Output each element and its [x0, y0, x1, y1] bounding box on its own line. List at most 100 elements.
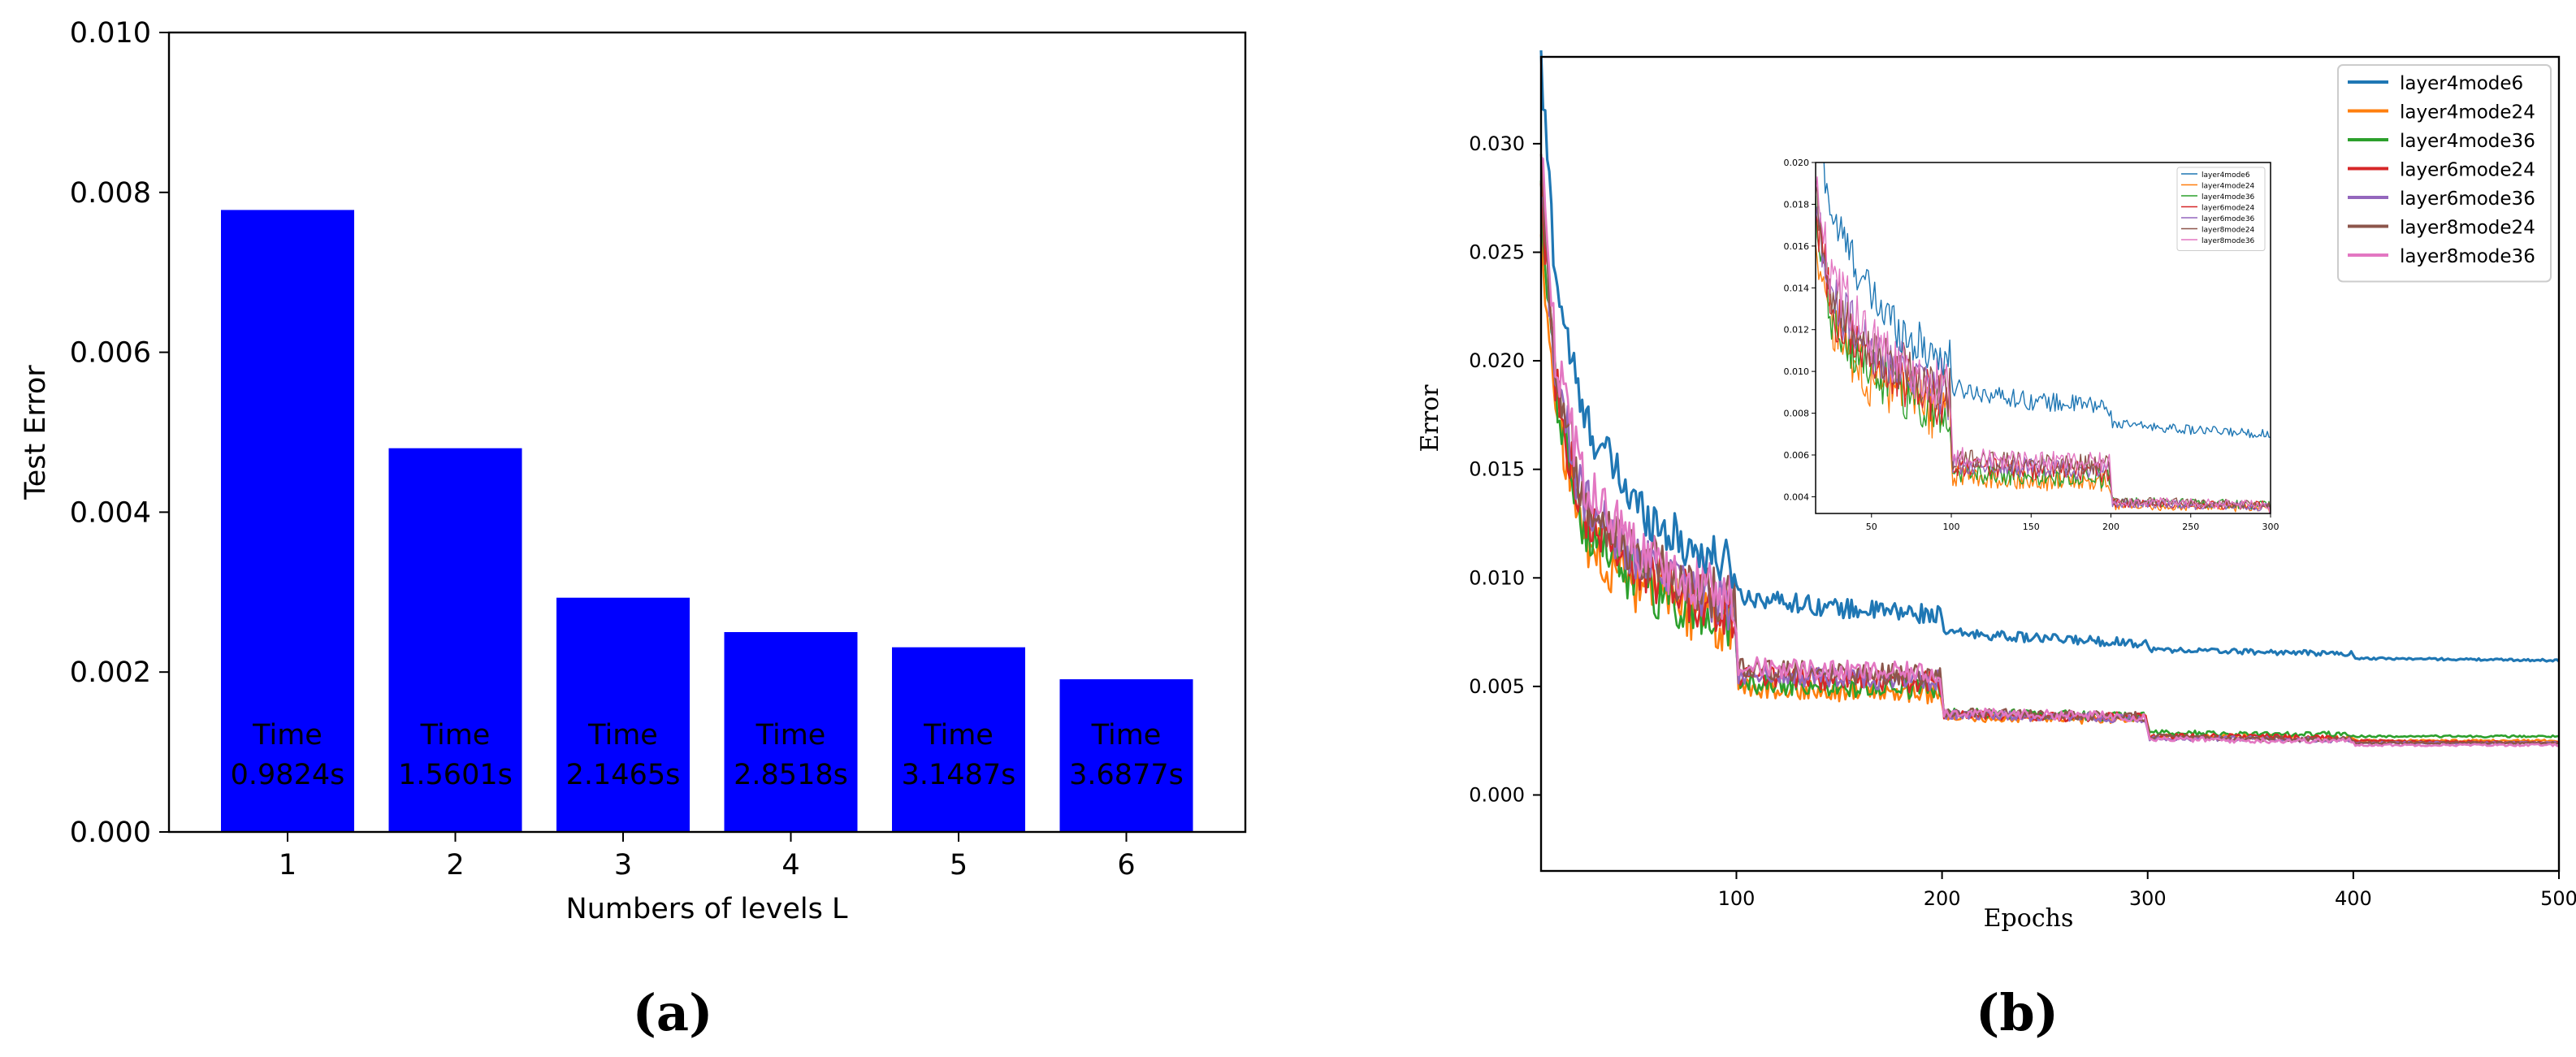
legend-label: layer4mode24	[2400, 102, 2535, 123]
bar-annotation-label: Time	[1091, 719, 1162, 752]
plot-frame	[1539, 55, 2561, 873]
x-axis-ticks: 1 2 3 4 5 6	[279, 832, 1136, 882]
y-tick-label: 0.006	[70, 337, 151, 370]
inset-y-tick-label: 0.010	[1784, 366, 1810, 377]
y-axis-label: Test Error	[19, 365, 52, 500]
y-tick-label: 0.025	[1469, 240, 1525, 263]
x-tick-label: 3	[614, 849, 632, 882]
y-tick-label: 0.010	[70, 17, 151, 50]
x-tick-label: 1	[279, 849, 297, 882]
bar-annotation-group: Time 0.9824s Time 1.5601s Time 2.1465s Time 2.8…	[231, 719, 1184, 791]
bar	[388, 448, 522, 832]
legend-label: layer6mode36	[2400, 188, 2535, 210]
line-chart-panel: 0.000 0.005 0.010 0.015 0.020 0.025 0.030 100 2…	[1416, 50, 2576, 1042]
panel-label-a: (a)	[633, 983, 713, 1042]
inset-y-tick-label: 0.004	[1784, 492, 1810, 502]
x-axis-label: Epochs	[1984, 904, 2074, 933]
legend-label: layer8mode24	[2400, 218, 2535, 239]
inset-legend-box	[2176, 167, 2266, 251]
inset-y-tick-label: 0.020	[1784, 158, 1810, 168]
inset-legend-label: layer8mode24	[2202, 227, 2255, 235]
bar	[724, 632, 858, 832]
y-tick-label: 0.004	[70, 496, 151, 529]
inset-x-tick-label: 150	[2023, 522, 2040, 532]
series-line-layer8mode24	[1539, 154, 2560, 746]
inset-legend-label: layer4mode6	[2202, 171, 2250, 180]
inset-legend-label: layer4mode24	[2202, 183, 2255, 191]
bar	[556, 597, 690, 832]
x-tick-label: 6	[1117, 849, 1135, 882]
y-tick-label: 0.015	[1469, 458, 1525, 481]
inset-lines-clipped	[1816, 162, 2271, 513]
inset-series-line-layer4mode6	[1823, 162, 2271, 439]
bar-annotation-label: Time	[420, 719, 491, 752]
y-tick-label: 0.005	[1469, 675, 1525, 698]
inset-x-ticks: 50 100 150 200 250 300	[1866, 513, 2279, 532]
x-tick-label: 5	[950, 849, 968, 882]
plot-frame	[167, 31, 1247, 834]
legend-box	[2337, 64, 2552, 283]
x-axis-ticks: 100 200 300 400 500	[1718, 871, 2576, 910]
inset-y-tick-label: 0.016	[1784, 241, 1810, 252]
series-line-layer4mode6	[1539, 50, 2561, 663]
inset-y-ticks: 0.004 0.006 0.008 0.010 0.012 0.014 0.016 0.018…	[1784, 158, 1816, 502]
inset-x-tick-label: 50	[1866, 522, 1877, 532]
inset-frame	[1815, 162, 2271, 514]
x-tick-label: 4	[781, 849, 799, 882]
y-tick-label: 0.010	[1469, 566, 1525, 589]
inset-y-tick-label: 0.012	[1784, 325, 1810, 336]
bar	[221, 210, 354, 832]
x-tick-label: 400	[2335, 887, 2372, 910]
inset-legend-label: layer8mode36	[2202, 237, 2255, 245]
y-tick-label: 0.002	[70, 656, 151, 689]
bar-chart-panel: Time 0.9824s Time 1.5601s Time 2.1465s Time 2.8…	[19, 17, 1247, 1042]
legend-label: layer6mode24	[2400, 160, 2535, 181]
bar-annotation-time: 2.1465s	[566, 759, 681, 791]
x-tick-label: 200	[1924, 887, 1961, 910]
legend-label: layer8mode36	[2400, 246, 2535, 267]
inset-series-line-layer8mode36	[1816, 175, 2271, 513]
inset-series-lines	[1816, 162, 2271, 513]
y-tick-label: 0.000	[70, 817, 151, 849]
panel-label-b: (b)	[1976, 983, 2059, 1042]
bar-annotation-label: Time	[252, 719, 323, 752]
y-axis-label: Error	[1416, 384, 1444, 453]
inset-legend-label: layer4mode36	[2202, 193, 2255, 201]
inset-y-tick-label: 0.014	[1784, 283, 1810, 293]
y-axis-ticks: 0.000 0.002 0.004 0.006 0.008 0.010	[70, 17, 169, 849]
y-tick-label: 0.000	[1469, 783, 1525, 806]
bar-annotation-time: 3.6877s	[1069, 759, 1184, 791]
bar-annotation-label: Time	[587, 719, 658, 752]
legend-label: layer4mode36	[2400, 131, 2535, 152]
legend: layer4mode6 layer4mode24 layer4mode36 layer…	[2337, 64, 2552, 283]
y-tick-label: 0.030	[1469, 132, 1525, 155]
inset-x-tick-label: 200	[2102, 522, 2119, 532]
x-tick-label: 100	[1718, 887, 1756, 910]
series-lines	[1539, 50, 2561, 747]
bar-annotation-time: 0.9824s	[231, 759, 345, 791]
inset-legend-label: layer6mode24	[2202, 205, 2255, 213]
x-axis-label: Numbers of levels L	[566, 893, 848, 925]
bar-annotation-time: 3.1487s	[902, 759, 1016, 791]
legend-label: layer4mode6	[2400, 73, 2523, 94]
x-tick-label: 2	[446, 849, 464, 882]
bar-annotation-time: 2.8518s	[734, 759, 848, 791]
y-tick-label: 0.008	[70, 177, 151, 210]
series-line-layer8mode36	[1540, 155, 2560, 747]
inset-legend: layer4mode6 layer4mode24 layer4mode36 layer…	[2176, 167, 2266, 251]
inset-x-tick-label: 300	[2262, 522, 2279, 532]
y-axis-ticks: 0.000 0.005 0.010 0.015 0.020 0.025 0.030	[1469, 132, 1541, 806]
x-tick-label: 300	[2129, 887, 2167, 910]
inset-y-tick-label: 0.008	[1784, 409, 1810, 419]
inset-x-tick-label: 250	[2182, 522, 2199, 532]
inset-x-tick-label: 100	[1943, 522, 1960, 532]
bar	[1059, 679, 1193, 832]
bar	[892, 647, 1025, 832]
bar-annotation-label: Time	[923, 719, 994, 752]
bar-annotation-time: 1.5601s	[398, 759, 513, 791]
y-tick-label: 0.020	[1469, 349, 1525, 372]
bar-group	[221, 210, 1193, 832]
bar-annotation-label: Time	[755, 719, 826, 752]
inset-y-tick-label: 0.018	[1784, 199, 1810, 210]
